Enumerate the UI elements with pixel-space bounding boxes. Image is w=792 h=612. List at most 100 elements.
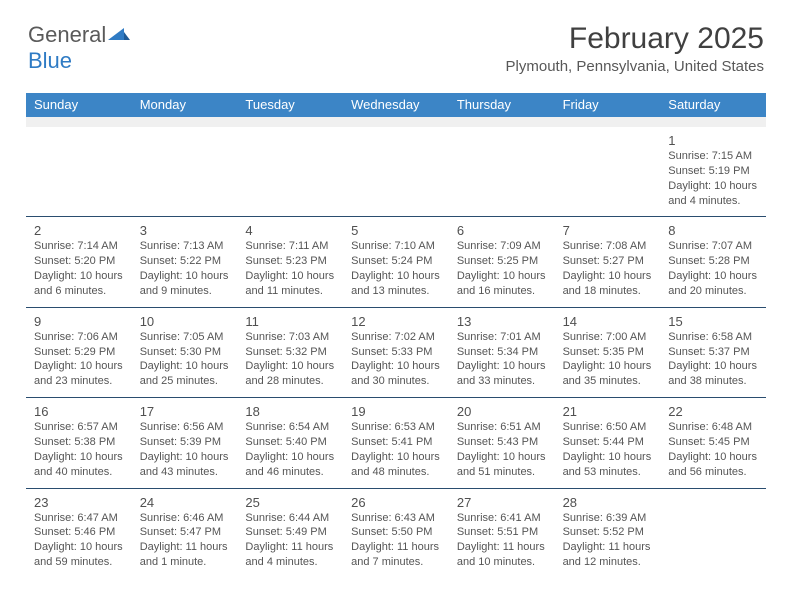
daylight-text: Daylight: 11 hours and 4 minutes. [245,540,335,570]
daylight-text: Daylight: 10 hours and 13 minutes. [351,269,441,299]
sunrise-text: Sunrise: 6:51 AM [457,420,547,435]
calendar-cell: 12Sunrise: 7:02 AMSunset: 5:33 PMDayligh… [343,312,449,391]
sunset-text: Sunset: 5:23 PM [245,254,335,269]
sunset-text: Sunset: 5:51 PM [457,525,547,540]
sunrise-text: Sunrise: 6:53 AM [351,420,441,435]
sunset-text: Sunset: 5:35 PM [563,345,653,360]
daylight-text: Daylight: 10 hours and 59 minutes. [34,540,124,570]
day-info: Sunrise: 6:57 AMSunset: 5:38 PMDaylight:… [34,420,124,479]
day-number: 12 [351,314,441,329]
day-info: Sunrise: 6:47 AMSunset: 5:46 PMDaylight:… [34,511,124,570]
day-info: Sunrise: 6:39 AMSunset: 5:52 PMDaylight:… [563,511,653,570]
daylight-text: Daylight: 10 hours and 43 minutes. [140,450,230,480]
calendar-cell: 21Sunrise: 6:50 AMSunset: 5:44 PMDayligh… [555,402,661,481]
day-header-tuesday: Tuesday [237,93,343,117]
logo-word1: General [28,22,106,47]
day-number: 13 [457,314,547,329]
day-number: 16 [34,404,124,419]
sunset-text: Sunset: 5:46 PM [34,525,124,540]
daylight-text: Daylight: 10 hours and 6 minutes. [34,269,124,299]
day-number: 1 [668,133,758,148]
sunrise-text: Sunrise: 7:03 AM [245,330,335,345]
day-number: 26 [351,495,441,510]
day-number: 22 [668,404,758,419]
sunset-text: Sunset: 5:25 PM [457,254,547,269]
day-info: Sunrise: 6:50 AMSunset: 5:44 PMDaylight:… [563,420,653,479]
logo: General Blue [28,22,130,74]
header: General Blue February 2025 Plymouth, Pen… [26,22,766,83]
day-header-monday: Monday [132,93,238,117]
calendar-cell: 15Sunrise: 6:58 AMSunset: 5:37 PMDayligh… [660,312,766,391]
daylight-text: Daylight: 11 hours and 1 minute. [140,540,230,570]
sunrise-text: Sunrise: 7:10 AM [351,239,441,254]
day-info: Sunrise: 6:58 AMSunset: 5:37 PMDaylight:… [668,330,758,389]
week-row: 9Sunrise: 7:06 AMSunset: 5:29 PMDaylight… [26,307,766,397]
daylight-text: Daylight: 11 hours and 7 minutes. [351,540,441,570]
logo-text: General Blue [28,22,130,74]
day-info: Sunrise: 6:56 AMSunset: 5:39 PMDaylight:… [140,420,230,479]
daylight-text: Daylight: 10 hours and 25 minutes. [140,359,230,389]
day-info: Sunrise: 6:51 AMSunset: 5:43 PMDaylight:… [457,420,547,479]
day-number: 11 [245,314,335,329]
daylight-text: Daylight: 10 hours and 56 minutes. [668,450,758,480]
sunrise-text: Sunrise: 7:15 AM [668,149,758,164]
day-number: 24 [140,495,230,510]
sunrise-text: Sunrise: 7:08 AM [563,239,653,254]
calendar-cell: 22Sunrise: 6:48 AMSunset: 5:45 PMDayligh… [660,402,766,481]
sunrise-text: Sunrise: 7:14 AM [34,239,124,254]
calendar-cell [26,131,132,210]
calendar-cell: 10Sunrise: 7:05 AMSunset: 5:30 PMDayligh… [132,312,238,391]
sunset-text: Sunset: 5:32 PM [245,345,335,360]
day-info: Sunrise: 6:53 AMSunset: 5:41 PMDaylight:… [351,420,441,479]
day-info: Sunrise: 7:02 AMSunset: 5:33 PMDaylight:… [351,330,441,389]
day-header-sunday: Sunday [26,93,132,117]
daylight-text: Daylight: 10 hours and 4 minutes. [668,179,758,209]
day-number: 8 [668,223,758,238]
daylight-text: Daylight: 10 hours and 20 minutes. [668,269,758,299]
sunrise-text: Sunrise: 6:50 AM [563,420,653,435]
logo-word2: Blue [28,48,72,73]
calendar-cell: 26Sunrise: 6:43 AMSunset: 5:50 PMDayligh… [343,493,449,572]
sunrise-text: Sunrise: 7:06 AM [34,330,124,345]
calendar-cell: 9Sunrise: 7:06 AMSunset: 5:29 PMDaylight… [26,312,132,391]
day-number: 3 [140,223,230,238]
calendar-cell: 28Sunrise: 6:39 AMSunset: 5:52 PMDayligh… [555,493,661,572]
sunrise-text: Sunrise: 7:01 AM [457,330,547,345]
calendar-cell: 8Sunrise: 7:07 AMSunset: 5:28 PMDaylight… [660,221,766,300]
sunset-text: Sunset: 5:29 PM [34,345,124,360]
sunrise-text: Sunrise: 6:39 AM [563,511,653,526]
sunset-text: Sunset: 5:41 PM [351,435,441,450]
daylight-text: Daylight: 10 hours and 9 minutes. [140,269,230,299]
calendar-cell: 13Sunrise: 7:01 AMSunset: 5:34 PMDayligh… [449,312,555,391]
sunset-text: Sunset: 5:24 PM [351,254,441,269]
daylight-text: Daylight: 10 hours and 40 minutes. [34,450,124,480]
day-number: 17 [140,404,230,419]
day-info: Sunrise: 6:43 AMSunset: 5:50 PMDaylight:… [351,511,441,570]
sunrise-text: Sunrise: 6:57 AM [34,420,124,435]
day-number: 20 [457,404,547,419]
day-info: Sunrise: 7:06 AMSunset: 5:29 PMDaylight:… [34,330,124,389]
calendar-cell: 3Sunrise: 7:13 AMSunset: 5:22 PMDaylight… [132,221,238,300]
daylight-text: Daylight: 10 hours and 23 minutes. [34,359,124,389]
day-info: Sunrise: 7:10 AMSunset: 5:24 PMDaylight:… [351,239,441,298]
logo-mark-icon [108,26,130,42]
day-number: 10 [140,314,230,329]
day-info: Sunrise: 7:05 AMSunset: 5:30 PMDaylight:… [140,330,230,389]
sunset-text: Sunset: 5:28 PM [668,254,758,269]
day-info: Sunrise: 7:09 AMSunset: 5:25 PMDaylight:… [457,239,547,298]
daylight-text: Daylight: 11 hours and 10 minutes. [457,540,547,570]
day-number: 18 [245,404,335,419]
daylight-text: Daylight: 10 hours and 53 minutes. [563,450,653,480]
sunset-text: Sunset: 5:27 PM [563,254,653,269]
day-info: Sunrise: 6:44 AMSunset: 5:49 PMDaylight:… [245,511,335,570]
calendar-cell: 7Sunrise: 7:08 AMSunset: 5:27 PMDaylight… [555,221,661,300]
daylight-text: Daylight: 10 hours and 16 minutes. [457,269,547,299]
day-number: 25 [245,495,335,510]
daylight-text: Daylight: 10 hours and 46 minutes. [245,450,335,480]
daylight-text: Daylight: 10 hours and 48 minutes. [351,450,441,480]
sunrise-text: Sunrise: 6:48 AM [668,420,758,435]
title-block: February 2025 Plymouth, Pennsylvania, Un… [506,22,764,75]
sunrise-text: Sunrise: 7:00 AM [563,330,653,345]
calendar-cell: 19Sunrise: 6:53 AMSunset: 5:41 PMDayligh… [343,402,449,481]
sunset-text: Sunset: 5:43 PM [457,435,547,450]
